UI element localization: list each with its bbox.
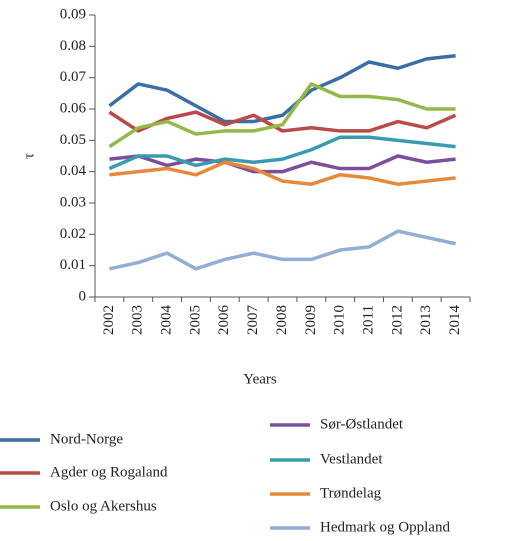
x-tick-label: 2007 [245,305,261,336]
x-tick-label: 2012 [389,305,405,335]
legend-label: Oslo og Akershus [50,498,157,514]
legend-label: Hedmark og Oppland [320,519,450,535]
legend-label: Agder og Rogaland [50,464,168,480]
y-tick-label: 0.07 [60,69,87,85]
y-tick-label: 0.01 [60,257,86,273]
series-line [108,82,456,149]
x-tick-label: 2003 [130,305,146,335]
y-tick-label: 0 [79,288,87,304]
series-line [109,154,456,174]
series-line [109,160,456,186]
x-tick-label: 2009 [303,305,319,335]
x-axis-label: Years [243,371,277,387]
x-tick-label: 2002 [101,305,117,335]
y-tick-label: 0.09 [60,6,86,22]
y-tick-label: 0.06 [60,100,87,116]
legend-label: Sør-Østlandet [320,416,404,432]
series-line [108,110,457,133]
series-line [109,229,456,271]
y-tick-label: 0.02 [60,226,86,242]
x-tick-label: 2004 [159,305,175,336]
y-tick-label: 0.08 [60,38,86,54]
x-tick-label: 2008 [274,305,290,335]
legend-label: Nord-Norge [50,431,123,447]
series-line [108,135,456,171]
x-tick-label: 2006 [216,305,232,336]
y-tick-label: 0.04 [60,163,87,179]
legend-label: Trøndelag [320,485,382,501]
x-tick-label: 2010 [332,305,348,335]
y-axis-label: τ [21,153,37,159]
y-tick-label: 0.03 [60,194,86,210]
y-tick-label: 0.05 [60,132,86,148]
series-line [108,53,456,124]
x-tick-label: 2011 [360,305,376,334]
x-tick-label: 2013 [418,305,434,335]
x-tick-label: 2005 [187,305,203,335]
legend-label: Vestlandet [320,451,383,467]
x-tick-label: 2014 [447,305,463,336]
